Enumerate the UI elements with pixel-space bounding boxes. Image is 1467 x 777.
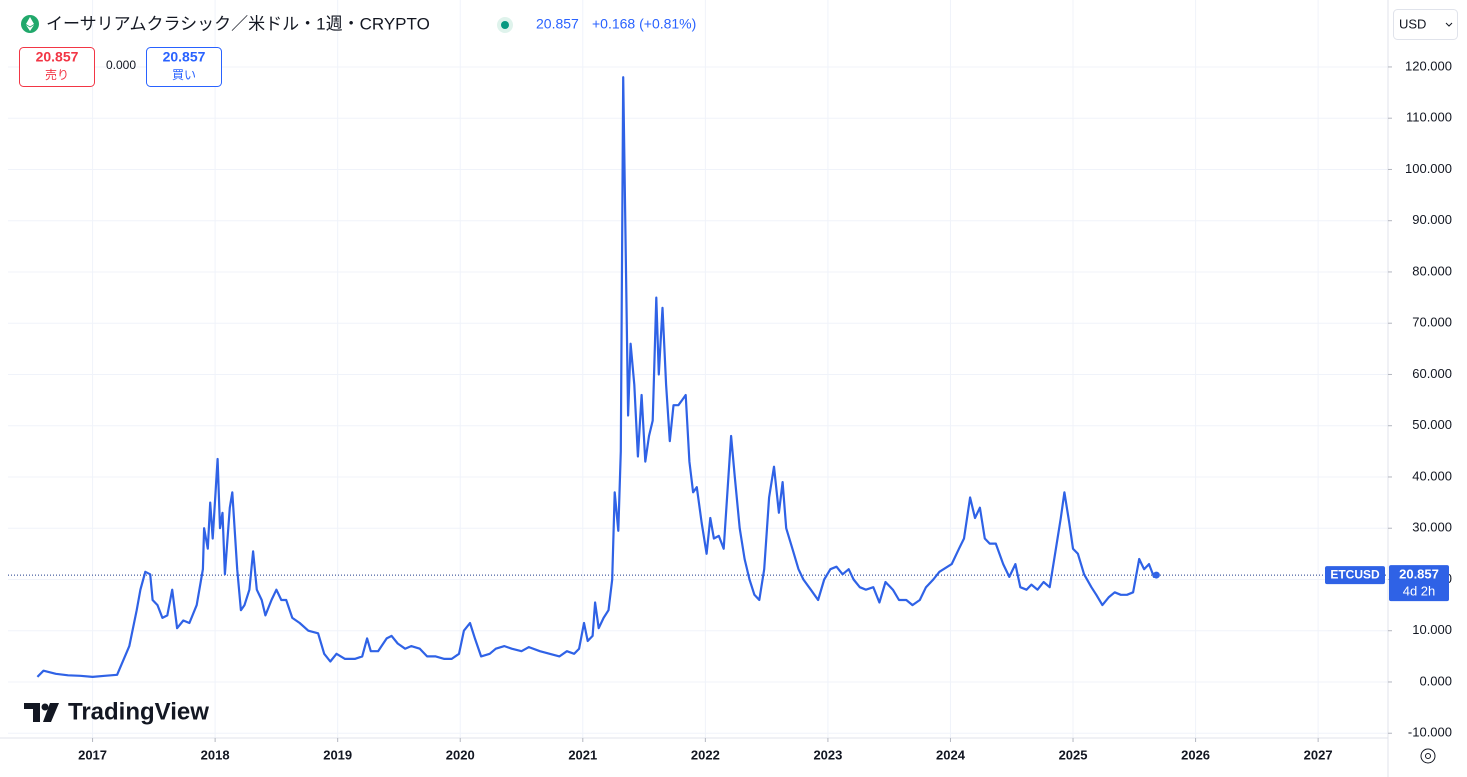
dropdown-arrow: [1445, 22, 1453, 27]
sell-button[interactable]: [19, 47, 95, 87]
x-tick-label: 2019: [323, 747, 352, 762]
x-tick-label: 2026: [1181, 747, 1210, 762]
y-tick-label: -10.000: [1408, 725, 1452, 740]
settings-icon: [1425, 753, 1431, 759]
y-tick-label: 90.000: [1412, 212, 1452, 227]
price-tag: [1389, 565, 1449, 602]
x-tick-label: 2027: [1304, 747, 1333, 762]
logo-mark: [24, 703, 40, 722]
x-tick-label: 2025: [1059, 747, 1088, 762]
y-tick-label: 60.000: [1412, 366, 1452, 381]
sell-price: 20.857: [36, 49, 79, 65]
logo-mark: [41, 703, 49, 711]
grid: [8, 0, 1388, 738]
y-tick-label: 100.000: [1405, 161, 1452, 176]
x-tick-label: 2020: [446, 747, 475, 762]
price-change: +0.168 (+0.81%): [592, 16, 696, 32]
price-line: [36, 76, 1158, 678]
symbol-tag-label: ETCUSD: [1330, 567, 1380, 581]
symbol-icon-glyph: [26, 17, 34, 31]
x-tick-label: 2024: [936, 747, 966, 762]
y-tick-label: 80.000: [1412, 263, 1452, 278]
y-tick-label: 30.000: [1412, 520, 1452, 535]
price-tag-label: 20.857: [1399, 567, 1439, 582]
buy-price: 20.857: [163, 49, 206, 65]
logo-mark: [43, 703, 59, 722]
price: 20.857: [536, 16, 579, 32]
chart-title: イーサリアムクラシック／米ドル・1週・CRYPTO: [46, 14, 430, 33]
spread: 0.000: [106, 58, 136, 72]
buy-button[interactable]: [146, 47, 222, 87]
status-dot: [501, 21, 509, 29]
x-tick-label: 2021: [568, 747, 597, 762]
y-tick-label: 50.000: [1412, 417, 1452, 432]
y-tick-label: 70.000: [1412, 315, 1452, 330]
watermark: TradingView: [68, 698, 209, 725]
settings-icon[interactable]: [1420, 748, 1436, 764]
currency-select[interactable]: [1393, 9, 1458, 40]
y-tick-label: 10.000: [1412, 622, 1452, 637]
currency: USD: [1399, 16, 1426, 31]
y-tick-label: 120.000: [1405, 58, 1452, 73]
plot: [36, 76, 1160, 678]
sell-label: 売り: [45, 67, 69, 82]
countdown: 4d 2h: [1403, 584, 1436, 599]
x-tick-label: 2022: [691, 747, 720, 762]
x-tick-label: 2018: [201, 747, 230, 762]
x-tick-label: 2017: [78, 747, 107, 762]
buy-label: 買い: [172, 68, 196, 82]
y-tick-label: 40.000: [1412, 468, 1452, 483]
x-tick-label: 2023: [813, 747, 842, 762]
y-tick-label: 0.000: [1419, 673, 1452, 688]
last-point: [1152, 571, 1160, 579]
symbol-tag: [1325, 566, 1385, 585]
y-tick-label: 110.000: [1406, 110, 1452, 125]
